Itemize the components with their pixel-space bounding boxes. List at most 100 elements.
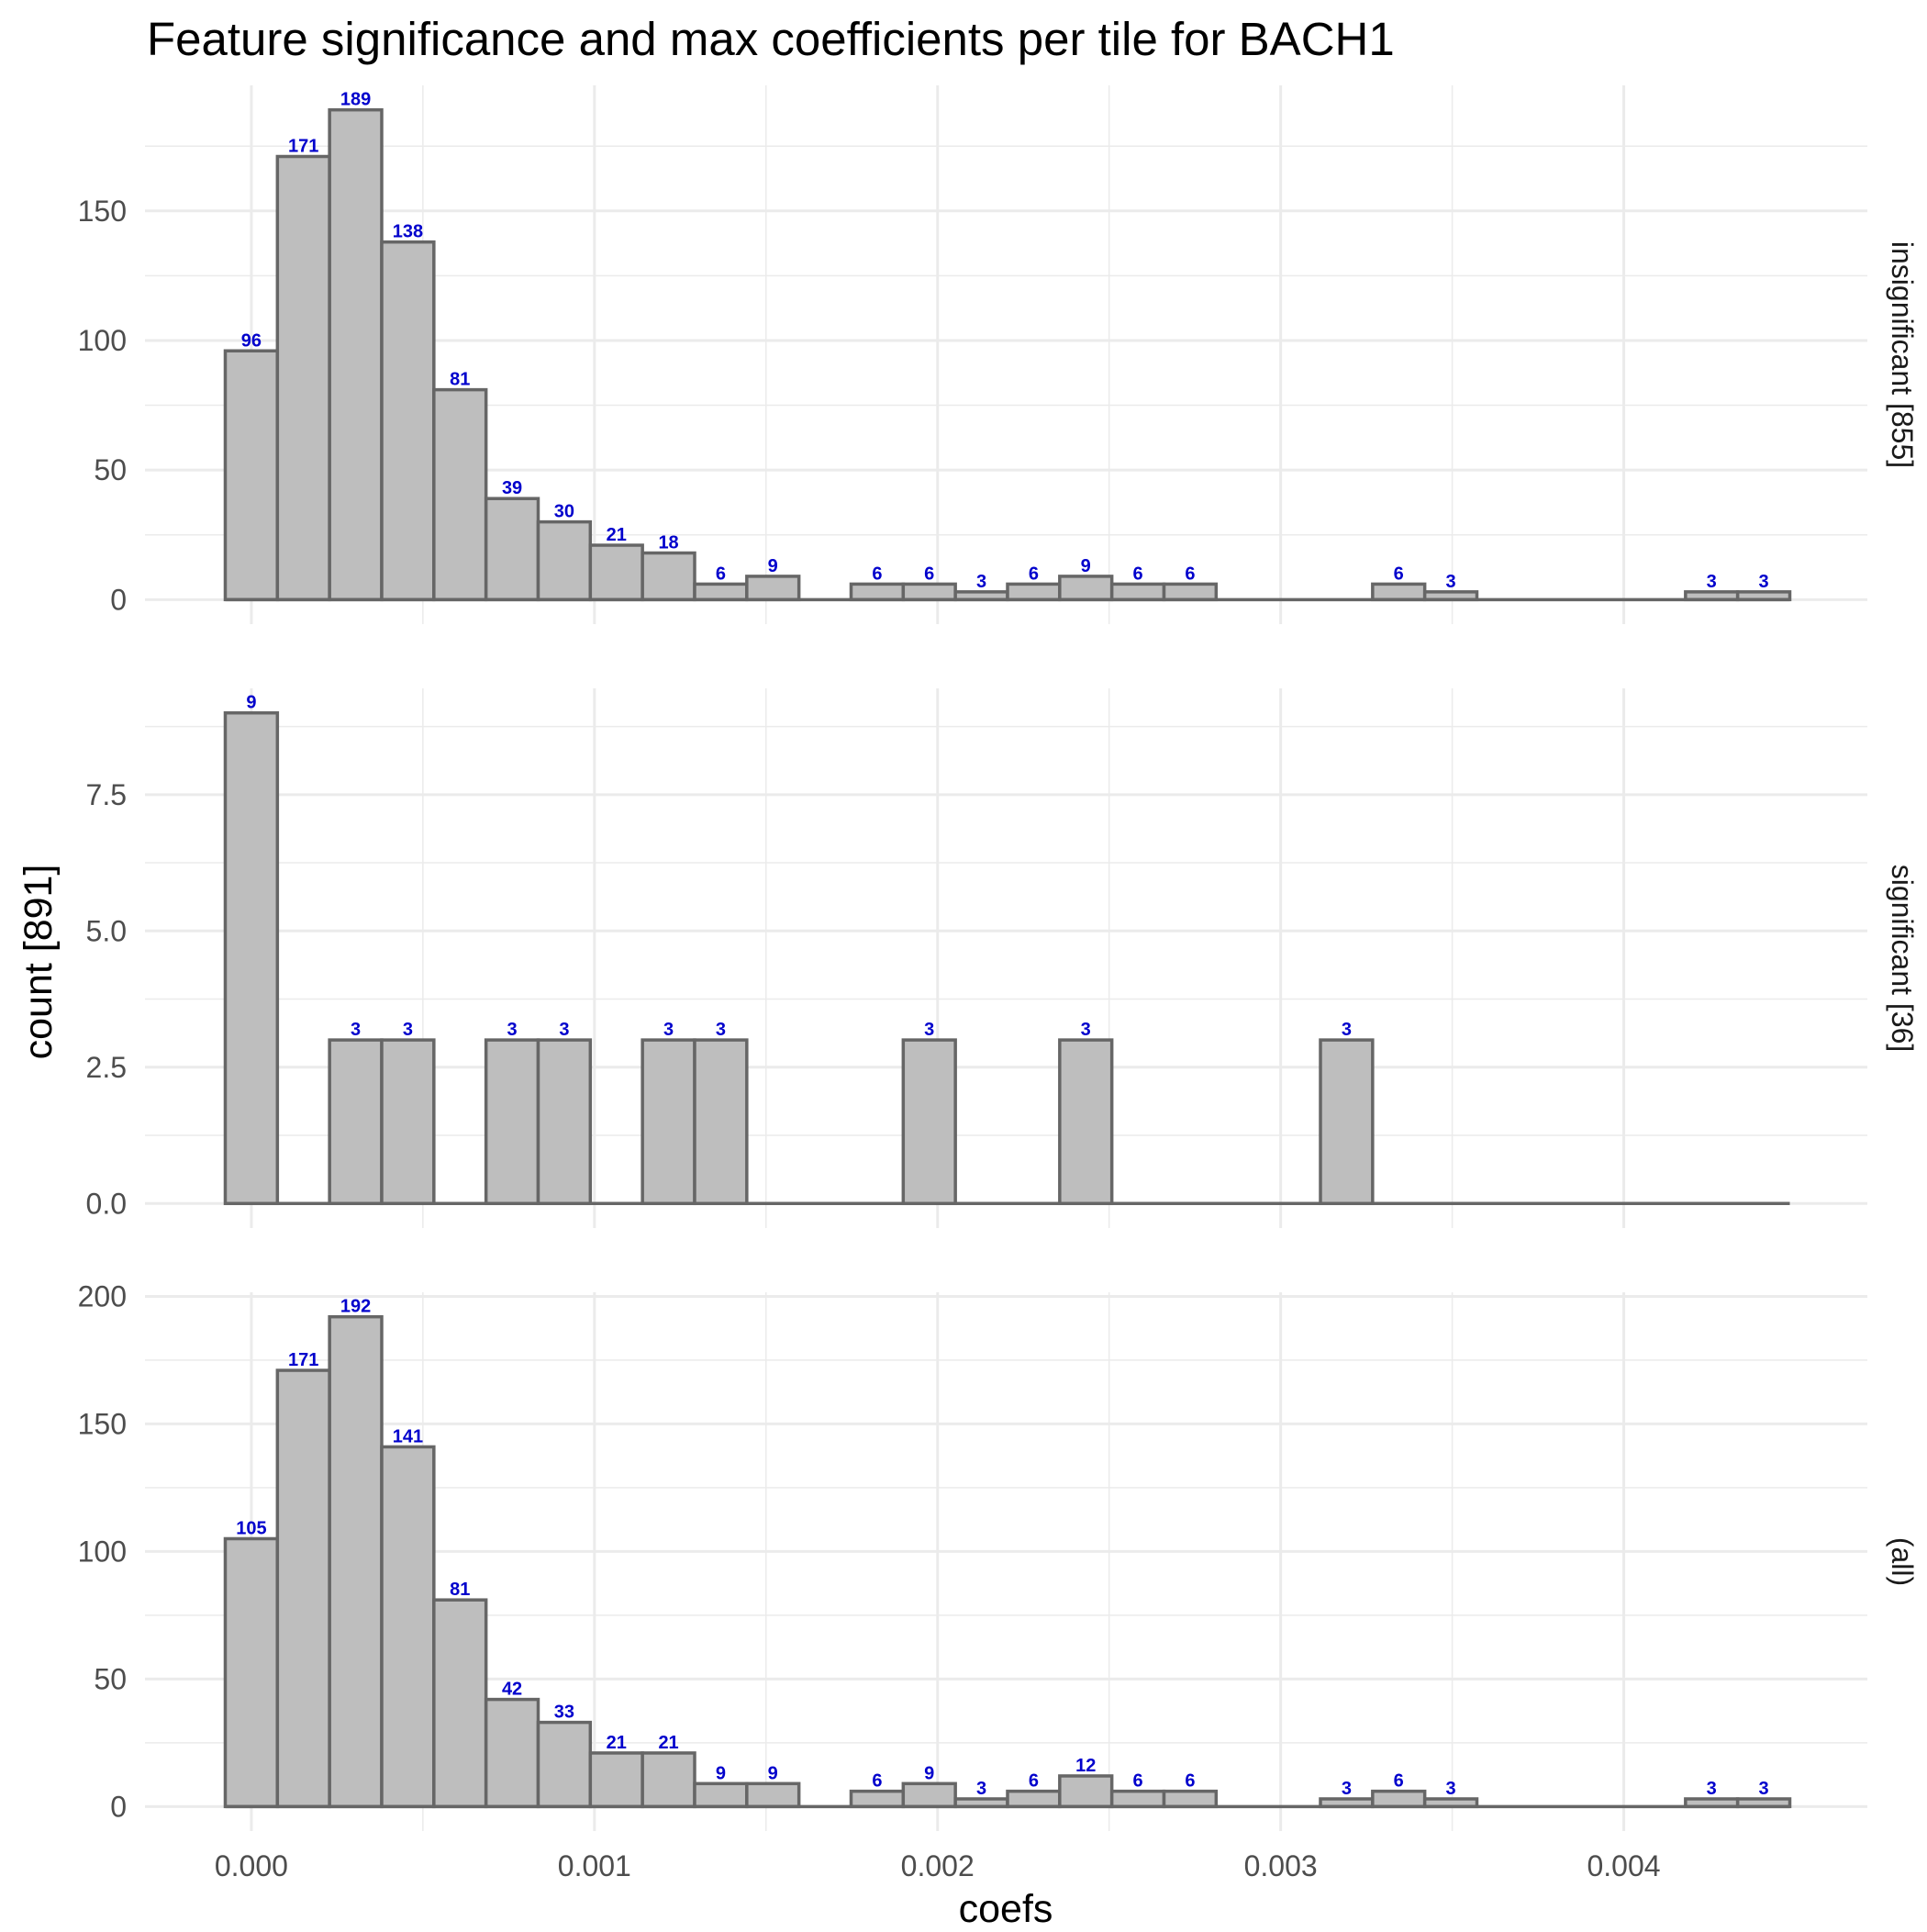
bar-count-label: 192: [340, 1297, 371, 1317]
histogram-bar: [223, 349, 280, 602]
histogram-bar: [1006, 582, 1062, 602]
histogram-bar: [1162, 582, 1219, 602]
bar-count-label: 141: [393, 1426, 423, 1446]
histogram-bar: [484, 1038, 540, 1206]
x-axis-title: coefs: [959, 1887, 1053, 1927]
histogram-bar: [588, 543, 644, 602]
histogram-bar: [380, 1038, 436, 1206]
histogram-bar: [588, 1751, 644, 1809]
bar-count-label: 18: [658, 532, 678, 553]
facet-strip-label: (all): [1886, 1537, 1919, 1586]
bar-count-label: 6: [1394, 1771, 1404, 1792]
bar-count-label: 3: [924, 1020, 934, 1040]
bar-count-label: 3: [507, 1020, 518, 1040]
bar-count-label: 3: [976, 1779, 986, 1799]
histogram-bar: [1371, 582, 1427, 602]
histogram-bar: [1006, 1789, 1062, 1809]
bar-count-label: 105: [236, 1518, 266, 1538]
histogram-bar: [849, 1789, 906, 1809]
histogram-bar: [1371, 1789, 1427, 1809]
histogram-bar: [1058, 575, 1114, 602]
histogram-bar: [1109, 1789, 1166, 1809]
bar-count-label: 81: [450, 1580, 470, 1600]
facet-strip-label: insignificant [855]: [1886, 241, 1919, 468]
x-axis: 0.000 0.001 0.002 0.003 0.004: [215, 1849, 1661, 1882]
bar-count-label: 39: [502, 478, 522, 498]
y-tick-label: 0: [110, 583, 127, 616]
bar-count-label: 96: [241, 330, 262, 351]
y-tick-label: 5.0: [86, 914, 127, 947]
bar-count-label: 138: [393, 222, 423, 242]
bar-count-label: 3: [1342, 1020, 1352, 1040]
y-tick-label: 2.5: [86, 1051, 127, 1084]
histogram-bar: [693, 1781, 749, 1809]
y-tick-label: 200: [78, 1279, 127, 1312]
histogram-bar: [223, 710, 280, 1206]
panel-2: 0.0 2.5 5.0 7.5 9 3 3 3 3 3 3 3 3 3 significant [36]: [86, 688, 1919, 1228]
bar-count-label: 3: [1707, 572, 1717, 592]
histogram-bar: [432, 1598, 488, 1809]
histogram-bar: [901, 1038, 957, 1206]
bar-count-label: 3: [1759, 1779, 1769, 1799]
histogram-bar: [1109, 582, 1166, 602]
bar-count-label: 9: [716, 1763, 726, 1783]
bar-count-label: 21: [607, 1733, 627, 1753]
y-tick-label: 0: [110, 1790, 127, 1823]
bar-count-label: 6: [872, 1771, 882, 1792]
bar-count-label: 9: [246, 693, 256, 713]
y-tick-label: 150: [78, 1407, 127, 1440]
bar-count-label: 6: [1185, 564, 1195, 584]
histogram-bar: [901, 582, 957, 602]
bar-count-label: 3: [663, 1020, 674, 1040]
bar-count-label: 81: [450, 370, 470, 390]
bar-count-label: 9: [768, 556, 778, 576]
bar-count-label: 6: [872, 564, 882, 584]
bar-count-label: 171: [288, 137, 318, 157]
histogram-bar: [901, 1781, 957, 1809]
bar-count-label: 9: [768, 1763, 778, 1783]
histogram-bar: [380, 1445, 436, 1809]
histogram-bar: [536, 1720, 593, 1809]
bar-count-label: 6: [924, 564, 934, 584]
histogram-bar: [484, 1697, 540, 1809]
histogram-bar: [640, 551, 696, 602]
bar-count-label: 3: [976, 572, 986, 592]
histogram-bar: [745, 575, 801, 602]
histogram-bar: [223, 1536, 280, 1809]
bar-count-label: 171: [288, 1350, 318, 1370]
y-tick-label: 100: [78, 324, 127, 357]
y-tick-label: 7.5: [86, 778, 127, 811]
histogram-bar: [1058, 1774, 1114, 1809]
x-tick-label: 0.001: [558, 1849, 631, 1882]
histogram-bar: [1319, 1038, 1375, 1206]
bar-count-label: 33: [554, 1703, 574, 1723]
histogram-bar: [275, 154, 331, 602]
bar-count-label: 6: [1394, 564, 1404, 584]
bar-count-label: 3: [1342, 1779, 1352, 1799]
histogram-bar: [640, 1038, 696, 1206]
y-axis-title: count [891]: [17, 865, 61, 1060]
bar-count-label: 21: [658, 1733, 678, 1753]
histogram-bar: [432, 387, 488, 602]
bar-count-label: 3: [1707, 1779, 1717, 1799]
facet-strip-label: significant [36]: [1886, 865, 1919, 1053]
histogram-bar: [484, 497, 540, 602]
bar-count-label: 3: [1446, 1779, 1456, 1799]
histogram-bar: [745, 1781, 801, 1809]
bar-count-label: 6: [1185, 1771, 1195, 1792]
bar-count-label: 12: [1075, 1756, 1096, 1776]
histogram-bar: [693, 1038, 749, 1206]
y-tick-label: 50: [94, 1662, 127, 1695]
bar-count-label: 9: [1081, 556, 1091, 576]
histogram-bar: [328, 107, 384, 602]
y-tick-label: 0.0: [86, 1187, 127, 1220]
bar-count-label: 3: [1446, 572, 1456, 592]
y-tick-label: 150: [78, 195, 127, 228]
histogram-bar: [693, 582, 749, 602]
bar-count-label: 3: [716, 1020, 726, 1040]
